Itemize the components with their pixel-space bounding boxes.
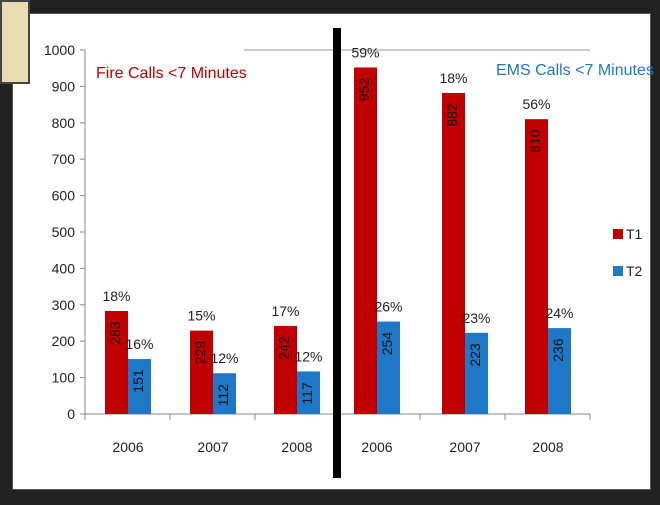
bar-t2 bbox=[297, 371, 320, 414]
bar-t1 bbox=[105, 310, 128, 414]
bar-pct-label: 12% bbox=[294, 348, 322, 364]
bar-t1 bbox=[525, 119, 548, 414]
x-tick-label: 2008 bbox=[281, 439, 312, 455]
y-tick-label: 0 bbox=[67, 406, 75, 422]
y-tick-label: 400 bbox=[52, 260, 76, 276]
bar-pct-label: 23% bbox=[462, 310, 490, 326]
bar-pct-label: 12% bbox=[210, 350, 238, 366]
annotation-ems-calls: EMS Calls <7 Minutes bbox=[496, 62, 654, 79]
bar-value-label: 952 bbox=[356, 78, 372, 102]
bar-value-label: 254 bbox=[379, 332, 395, 356]
chart-area-border bbox=[12, 13, 651, 490]
y-tick-label: 100 bbox=[52, 370, 76, 386]
y-tick-label: 900 bbox=[52, 78, 76, 94]
bar-t1 bbox=[274, 325, 297, 414]
y-tick-label: 1000 bbox=[44, 42, 75, 58]
x-tick-label: 2008 bbox=[532, 439, 563, 455]
legend-label-t1: T1 bbox=[626, 226, 643, 242]
bar-pct-label: 17% bbox=[271, 303, 299, 319]
annotation-fire-calls: Fire Calls <7 Minutes bbox=[96, 65, 247, 82]
bar-t2 bbox=[377, 321, 400, 414]
y-tick-label: 300 bbox=[52, 297, 76, 313]
bar-value-label: 236 bbox=[550, 338, 566, 362]
bar-pct-label: 24% bbox=[545, 305, 573, 321]
bar-t2 bbox=[213, 373, 236, 414]
corner-tab bbox=[0, 0, 30, 84]
group-divider bbox=[333, 28, 341, 478]
bar-pct-label: 59% bbox=[351, 44, 379, 60]
bar-t2 bbox=[128, 359, 151, 414]
legend-swatch-t2 bbox=[613, 266, 623, 276]
legend-label-t2: T2 bbox=[626, 263, 643, 279]
bar-pct-label: 56% bbox=[522, 96, 550, 112]
bar-pct-label: 18% bbox=[439, 70, 467, 86]
x-tick-label: 2006 bbox=[361, 439, 392, 455]
bar-value-label: 223 bbox=[467, 343, 483, 367]
y-tick-label: 200 bbox=[52, 333, 76, 349]
bar-value-label: 229 bbox=[192, 341, 208, 365]
bar-value-label: 283 bbox=[107, 321, 123, 345]
bar-pct-label: 26% bbox=[374, 299, 402, 315]
y-tick-label: 600 bbox=[52, 188, 76, 204]
bar-value-label: 242 bbox=[276, 336, 292, 360]
bar-t1 bbox=[442, 92, 465, 415]
y-tick-label: 500 bbox=[52, 224, 76, 240]
bar-value-label: 810 bbox=[527, 129, 543, 153]
y-tick-label: 700 bbox=[52, 151, 76, 167]
y-tick-label: 800 bbox=[52, 115, 76, 131]
x-tick-label: 2006 bbox=[112, 439, 143, 455]
bar-value-label: 151 bbox=[130, 369, 146, 393]
bar-t1 bbox=[190, 330, 213, 414]
legend-swatch-t1 bbox=[613, 229, 623, 239]
bar-pct-label: 16% bbox=[125, 336, 153, 352]
bar-value-label: 112 bbox=[215, 384, 231, 407]
x-tick-label: 2007 bbox=[197, 439, 228, 455]
bar-value-label: 882 bbox=[444, 103, 460, 127]
bar-value-label: 117 bbox=[299, 382, 315, 405]
x-tick-label: 2007 bbox=[449, 439, 480, 455]
bar-pct-label: 18% bbox=[102, 288, 130, 304]
bar-t1 bbox=[354, 67, 377, 415]
bar-t2 bbox=[548, 328, 571, 414]
bar-pct-label: 15% bbox=[187, 308, 215, 324]
bar-t2 bbox=[465, 332, 488, 414]
